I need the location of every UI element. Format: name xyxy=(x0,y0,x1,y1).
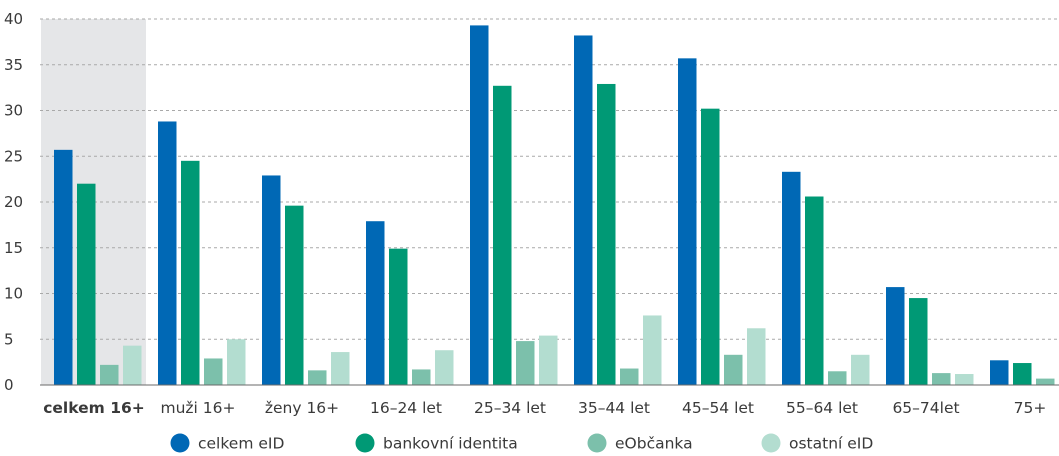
y-tick-label: 25 xyxy=(4,147,23,165)
y-tick-label: 0 xyxy=(4,376,14,394)
bar xyxy=(158,121,177,385)
bar xyxy=(262,175,281,385)
x-category-label: muži 16+ xyxy=(160,399,235,417)
y-tick-label: 35 xyxy=(4,56,23,74)
bar xyxy=(470,25,489,386)
legend-swatch xyxy=(170,433,190,453)
bar xyxy=(678,58,697,385)
bar xyxy=(539,335,558,385)
bar xyxy=(805,196,824,385)
bar xyxy=(851,354,870,385)
bar xyxy=(412,369,431,385)
bar xyxy=(285,205,304,385)
bar xyxy=(77,183,96,385)
bar xyxy=(909,298,928,385)
bar xyxy=(724,354,743,385)
bar xyxy=(932,373,951,385)
bar xyxy=(643,315,662,385)
bar xyxy=(574,35,593,385)
bar xyxy=(620,368,639,385)
bar xyxy=(54,149,73,385)
y-axis-ticks: 0 5 10 15 20 25 30 35 40 xyxy=(4,10,23,394)
x-category-label: 35–44 let xyxy=(578,399,650,417)
bar xyxy=(516,341,535,385)
bar xyxy=(828,371,847,385)
bar xyxy=(990,360,1009,385)
bar xyxy=(181,160,200,385)
bars xyxy=(54,25,1055,386)
y-tick-label: 5 xyxy=(4,330,14,348)
bar xyxy=(597,83,616,385)
x-category-label: 55–64 let xyxy=(786,399,858,417)
legend-label: celkem eID xyxy=(198,435,284,453)
bar xyxy=(308,370,327,385)
bar xyxy=(366,221,385,385)
x-category-label: ženy 16+ xyxy=(265,399,339,417)
bar xyxy=(204,358,223,385)
x-category-label: 65–74let xyxy=(892,399,959,417)
y-tick-label: 40 xyxy=(4,10,23,28)
legend-label: eObčanka xyxy=(615,435,693,453)
legend-swatch xyxy=(355,433,375,453)
bar xyxy=(1036,378,1055,385)
y-tick-label: 30 xyxy=(4,102,23,120)
gridlines xyxy=(40,18,1059,340)
bar xyxy=(701,108,720,386)
bar xyxy=(389,248,408,385)
bar xyxy=(493,85,512,386)
bar xyxy=(100,364,119,385)
y-tick-label: 10 xyxy=(4,285,23,303)
category-labels: celkem 16+ muži 16+ ženy 16+ 16–24 let 25–34… xyxy=(43,399,1046,417)
x-category-label: 45–54 let xyxy=(682,399,754,417)
legend: celkem eID bankovní identita eObčanka ostat… xyxy=(170,433,873,453)
bar xyxy=(227,339,246,385)
legend-label: ostatní eID xyxy=(789,435,873,453)
bar xyxy=(435,350,454,385)
bar xyxy=(1013,363,1032,385)
bar xyxy=(331,352,350,385)
x-category-label: 75+ xyxy=(1014,399,1047,417)
legend-swatch xyxy=(761,433,781,453)
y-tick-label: 15 xyxy=(4,239,23,257)
x-category-label: 16–24 let xyxy=(370,399,442,417)
legend-label: bankovní identita xyxy=(383,435,518,453)
bar xyxy=(782,171,801,385)
x-category-label: celkem 16+ xyxy=(43,399,145,417)
legend-swatch xyxy=(587,433,607,453)
bar xyxy=(886,287,905,385)
bar xyxy=(747,328,766,385)
bar xyxy=(123,345,142,385)
bar xyxy=(955,374,974,385)
y-tick-label: 20 xyxy=(4,193,23,211)
x-category-label: 25–34 let xyxy=(474,399,546,417)
